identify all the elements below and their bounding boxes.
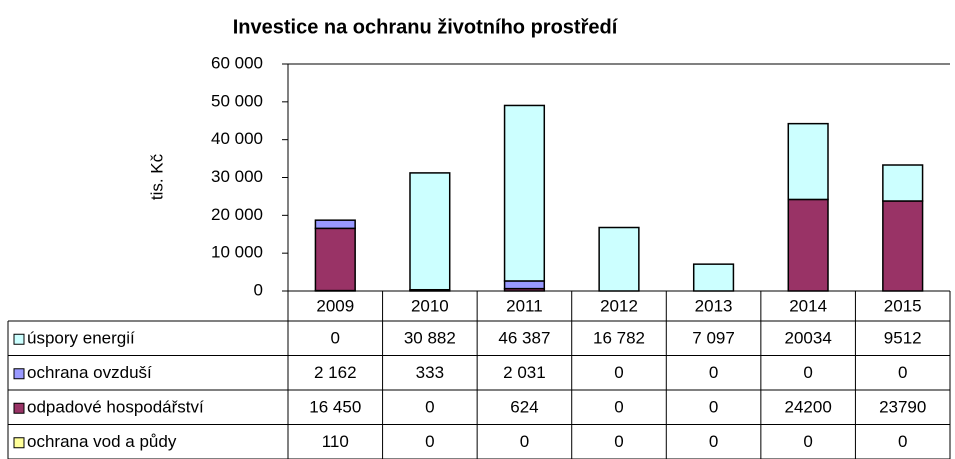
- table-cell: 0: [425, 432, 434, 451]
- legend-label: odpadové hospodářství: [27, 398, 204, 417]
- x-tick-label: 2012: [600, 296, 638, 315]
- y-tick-label: 20 000: [211, 205, 263, 224]
- bar-segment: [314, 219, 356, 230]
- bar-segment: [503, 104, 546, 282]
- y-axis-label: tis. Kč: [147, 153, 166, 200]
- table-cell: 333: [416, 363, 444, 382]
- bar-segment: [503, 280, 546, 290]
- table-cell: 110: [322, 432, 349, 451]
- bar-segment: [882, 200, 924, 292]
- table-cell: 16 450: [309, 398, 361, 417]
- bar-segment: [787, 198, 829, 292]
- y-tick-label: 50 000: [211, 91, 263, 110]
- table-cell: 2 031: [503, 363, 546, 382]
- table-cell: 0: [898, 363, 907, 382]
- bar-segment: [787, 122, 829, 201]
- table-cell: 9512: [884, 329, 922, 348]
- x-tick-label: 2010: [411, 296, 449, 315]
- x-tick-label: 2015: [884, 296, 922, 315]
- table-cell: 0: [803, 432, 812, 451]
- table-cell: 0: [898, 432, 907, 451]
- x-tick-label: 2014: [789, 296, 827, 315]
- table-cell: 30 882: [404, 329, 456, 348]
- table-cell: 0: [709, 363, 718, 382]
- y-tick-label: 60 000: [211, 53, 263, 72]
- legend-key: [13, 437, 25, 449]
- legend-key: [13, 368, 25, 380]
- table-cell: 23790: [879, 398, 926, 417]
- bar-segment: [882, 164, 924, 202]
- x-tick-label: 2011: [506, 296, 543, 315]
- y-tick-label: 40 000: [211, 129, 263, 148]
- x-tick-label: 2009: [316, 296, 354, 315]
- legend-key: [13, 333, 25, 345]
- y-tick-label: 30 000: [211, 167, 263, 186]
- table-cell: 0: [425, 398, 434, 417]
- table-cell: 7 097: [692, 329, 735, 348]
- y-tick-label: 10 000: [211, 243, 263, 262]
- table-cell: 0: [803, 363, 812, 382]
- bar-segment: [314, 227, 356, 292]
- table-cell: 0: [614, 398, 623, 417]
- bar-segment: [598, 226, 640, 292]
- table-cell: 0: [614, 363, 623, 382]
- bar-segment: [692, 263, 735, 292]
- legend-key: [13, 402, 25, 414]
- table-cell: 0: [331, 329, 340, 348]
- y-tick-label: 0: [254, 280, 263, 299]
- table-cell: 24200: [785, 398, 832, 417]
- legend-label: ochrana vod a půdy: [27, 432, 177, 451]
- table-cell: 0: [709, 432, 718, 451]
- table-cell: 0: [614, 432, 623, 451]
- x-tick-label: 2013: [695, 296, 733, 315]
- table-cell: 2 162: [314, 363, 357, 382]
- legend-label: úspory energií: [27, 329, 135, 348]
- table-cell: 46 387: [498, 329, 550, 348]
- table-cell: 624: [510, 398, 538, 417]
- chart-title: Investice na ochranu životního prostředí: [233, 16, 619, 38]
- legend-label: ochrana ovzduší: [27, 363, 152, 382]
- table-cell: 0: [520, 432, 529, 451]
- table-cell: 16 782: [593, 329, 645, 348]
- table-cell: 20034: [785, 329, 832, 348]
- bar-segment: [409, 172, 451, 291]
- table-cell: 0: [709, 398, 718, 417]
